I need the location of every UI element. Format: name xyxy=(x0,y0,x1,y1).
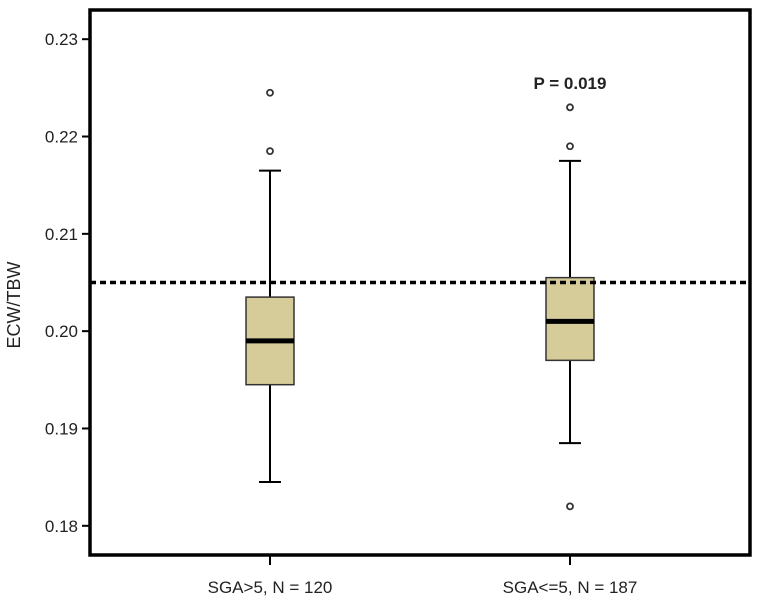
outlier-point xyxy=(566,103,574,112)
y-tick-label: 0.18 xyxy=(45,517,78,536)
plot-area: 0.18 0.19 0.20 0.21 0.22 0.23 SGA>5, N = 120 SG… xyxy=(45,8,752,597)
plot-frame xyxy=(88,8,752,557)
y-tick-label: 0.21 xyxy=(45,225,78,244)
outlier-point xyxy=(566,502,574,511)
p-value-annotation: P = 0.019 xyxy=(534,74,607,93)
x-tick-label: SGA<=5, N = 187 xyxy=(503,578,638,597)
y-axis-label: ECW/TBW xyxy=(4,262,24,349)
y-tick-label: 0.20 xyxy=(45,322,78,341)
y-tick-label: 0.22 xyxy=(45,128,78,147)
outlier-point xyxy=(566,142,574,151)
x-tick-label: SGA>5, N = 120 xyxy=(208,578,333,597)
outlier-point xyxy=(266,88,274,97)
y-tick-label: 0.23 xyxy=(45,30,78,49)
outlier-point xyxy=(266,147,274,156)
y-tick-label: 0.19 xyxy=(45,419,78,438)
